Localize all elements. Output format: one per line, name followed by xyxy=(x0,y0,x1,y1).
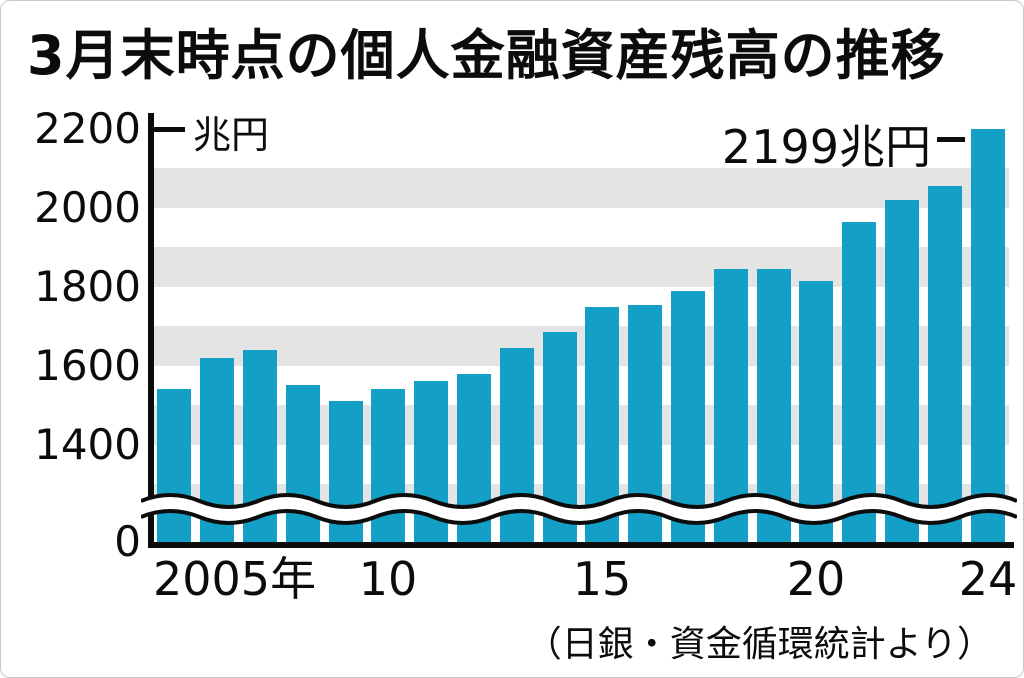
background-band-1400 xyxy=(153,405,1009,445)
break-wave-fill xyxy=(141,494,1017,524)
bar-2005 xyxy=(157,389,191,542)
chart-title: 3月末時点の個人金融資産残高の推移 xyxy=(27,24,946,87)
background-band-1600 xyxy=(153,326,1009,366)
bar-2024 xyxy=(971,129,1005,542)
break-wave-bottom-line xyxy=(141,509,1017,525)
axis-break-wave xyxy=(141,493,1017,525)
bar-2020 xyxy=(799,281,833,542)
y-tick-label-0: 0 xyxy=(114,517,141,566)
bar-2017 xyxy=(671,291,705,542)
x-axis-line xyxy=(148,542,1014,548)
bar-2022 xyxy=(885,200,919,542)
x-tick-label-2010: 10 xyxy=(358,552,418,606)
x-tick-label-2015: 15 xyxy=(572,552,632,606)
bar-2023 xyxy=(928,186,962,542)
y-tick-label-1400: 1400 xyxy=(34,420,141,469)
y-axis-line xyxy=(148,113,154,547)
y-tick-label-1600: 1600 xyxy=(34,341,141,390)
source-note: （日銀・資金循環統計より） xyxy=(525,624,993,665)
background-band-1800 xyxy=(153,247,1009,287)
y-tick-label-1800: 1800 xyxy=(34,262,141,311)
x-tick-label-2024: 24 xyxy=(958,552,1018,606)
y-tick-label-2000: 2000 xyxy=(34,183,141,232)
x-tick-label-2020: 20 xyxy=(786,552,846,606)
x-tick-label-2005: 2005年 xyxy=(153,552,317,606)
break-wave-top-line xyxy=(141,493,1017,509)
y-axis-top-tick xyxy=(149,127,185,132)
bar-2021 xyxy=(842,222,876,542)
background-band-2000 xyxy=(153,168,1009,208)
peak-value-annotation: 2199兆円 xyxy=(721,120,931,174)
y-tick-label-2200: 2200 xyxy=(34,104,141,153)
annotation-pointer-line xyxy=(937,137,965,142)
y-axis-unit-label: 兆円 xyxy=(193,113,270,157)
